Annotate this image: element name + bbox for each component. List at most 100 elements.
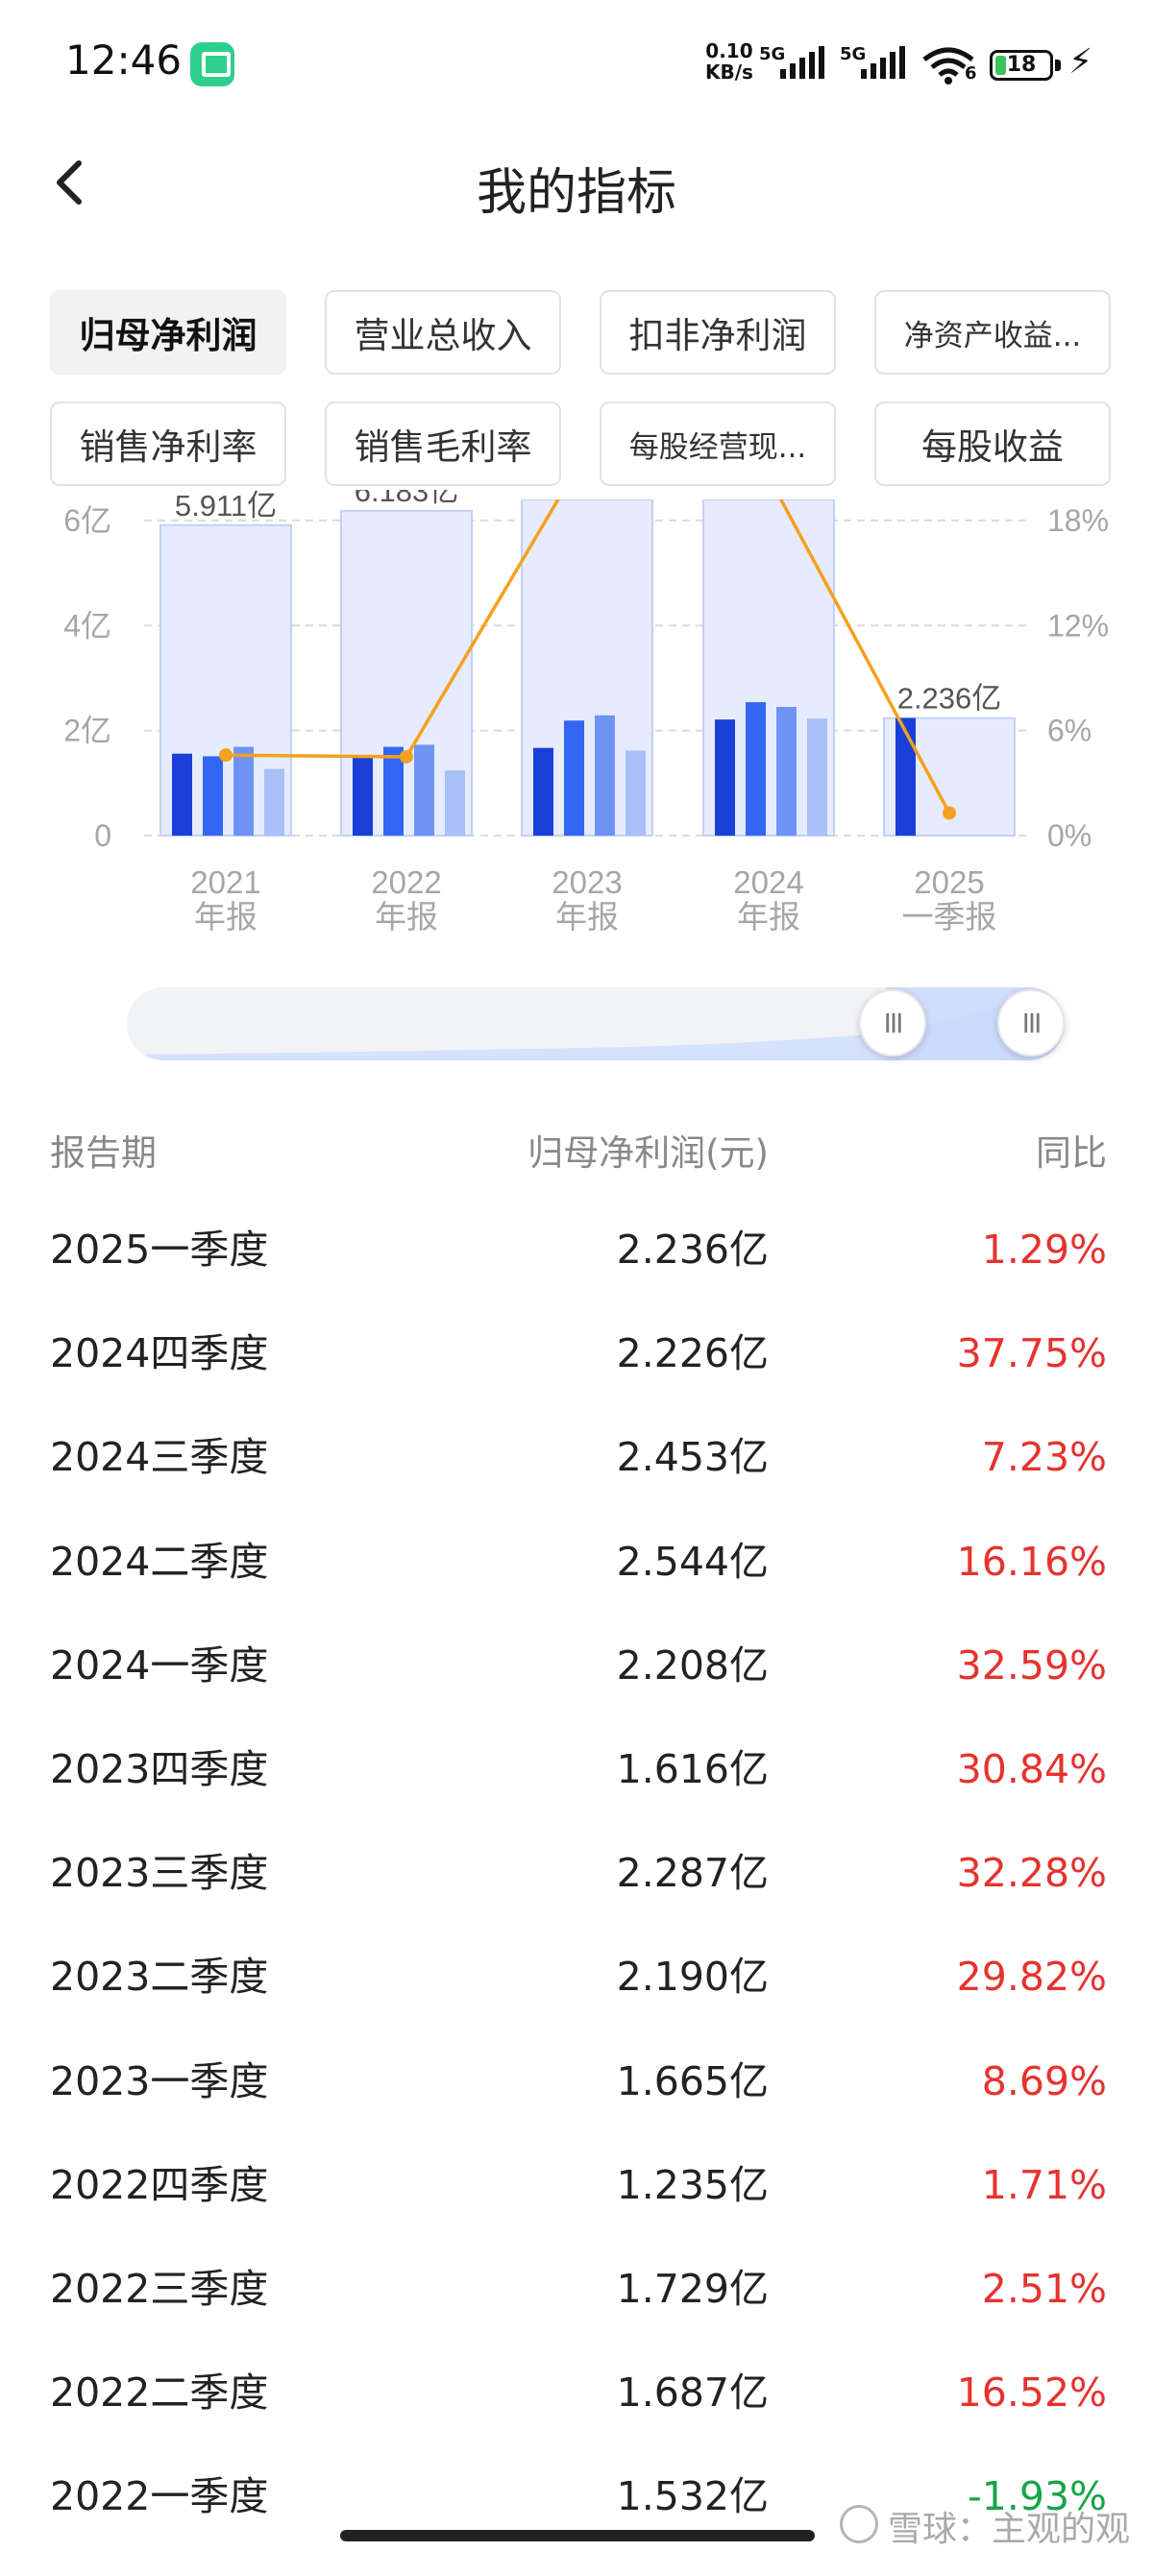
charging-bolt-icon: ⚡ [1068, 42, 1093, 82]
table-row[interactable]: 2023二季度 2.190亿 29.82% [0, 1953, 1153, 2056]
quarterly-bar [533, 747, 553, 836]
quarterly-bar [383, 746, 404, 836]
battery-level: 18 [1006, 53, 1037, 77]
table-row[interactable]: 2022三季度 1.729亿 2.51% [0, 2265, 1153, 2369]
x-tick-label: 2025 [914, 864, 984, 900]
quarterly-bar [807, 718, 827, 836]
row-yoy: 30.84% [956, 1746, 1107, 1792]
table-row[interactable]: 2022一季度 1.532亿 -1.93% [0, 2472, 1153, 2576]
yoy-point [943, 806, 956, 820]
row-value: 1.616亿 [616, 1746, 769, 1792]
x-tick-label: 2022 [371, 864, 441, 900]
row-yoy: 16.52% [956, 2369, 1107, 2417]
x-tick-label: 2023 [552, 864, 622, 900]
quarterly-bar [895, 717, 916, 836]
yoy-point [400, 749, 413, 764]
row-period: 2022四季度 [50, 2161, 269, 2208]
network-speed-value: 0.10 [705, 39, 753, 62]
table-row[interactable]: 2024一季度 2.208亿 32.59% [0, 1641, 1153, 1745]
y-left-tick-label: 0 [94, 818, 111, 853]
quarterly-bar [564, 720, 584, 836]
table-row[interactable]: 2023一季度 1.665亿 8.69% [0, 2057, 1153, 2161]
row-period: 2023四季度 [50, 1746, 269, 1792]
row-value: 2.208亿 [616, 1641, 769, 1689]
row-period: 2024二季度 [50, 1538, 269, 1585]
table-row[interactable]: 2024二季度 2.544亿 16.16% [0, 1538, 1153, 1641]
y-left-tick-label: 2亿 [63, 714, 111, 748]
row-value: 2.190亿 [616, 1954, 769, 2001]
table-row[interactable]: 2024四季度 2.226亿 37.75% [0, 1329, 1153, 1433]
tab-eps[interactable]: 每股收益 [874, 401, 1111, 486]
tab-total-revenue[interactable]: 营业总收入 [325, 290, 561, 375]
range-slider-right-handle[interactable]: III [997, 989, 1065, 1057]
row-value: 2.287亿 [616, 1850, 769, 1897]
tab-roe[interactable]: 净资产收益... [874, 290, 1111, 375]
y-left-tick-label: 4亿 [63, 608, 111, 643]
row-yoy: 37.75% [956, 1330, 1107, 1377]
column-header-value: 归母净利润(元) [527, 1132, 769, 1174]
row-yoy: 32.59% [956, 1641, 1107, 1689]
network-speed-unit: KB/s [705, 61, 753, 84]
row-period: 2024一季度 [50, 1641, 269, 1689]
tab-gross-margin[interactable]: 销售毛利率 [325, 401, 561, 486]
wifi-icon [922, 47, 974, 85]
quarterly-bar [595, 715, 615, 836]
xueqiu-logo-icon [840, 2505, 878, 2543]
tab-deducted-net-profit[interactable]: 扣非净利润 [600, 290, 836, 375]
quarterly-bar [746, 702, 766, 836]
row-value: 1.665亿 [616, 2057, 769, 2104]
range-slider-left-handle[interactable]: III [859, 989, 926, 1057]
table-row[interactable]: 2024三季度 2.453亿 7.23% [0, 1433, 1153, 1537]
quarterly-bar [414, 744, 434, 836]
quarterly-bar [626, 750, 646, 836]
tab-net-profit-margin[interactable]: 销售净利率 [50, 401, 286, 486]
table-row[interactable]: 2022二季度 1.687亿 16.52% [0, 2369, 1153, 2472]
x-tick-label: 年报 [555, 899, 619, 935]
row-period: 2023一季度 [50, 2057, 269, 2104]
row-value: 1.532亿 [616, 2473, 769, 2520]
row-yoy: 32.28% [956, 1850, 1107, 1897]
row-yoy: 7.23% [981, 1434, 1107, 1481]
table-row[interactable]: 2023四季度 1.616亿 30.84% [0, 1745, 1153, 1849]
column-header-period: 报告期 [50, 1132, 157, 1174]
quarterly-bar [264, 768, 284, 836]
annual-bar-label: 2.236亿 [897, 682, 1002, 716]
row-yoy: 29.82% [956, 1954, 1107, 2001]
column-header-yoy: 同比 [1036, 1132, 1107, 1174]
table-row[interactable]: 2023三季度 2.287亿 32.28% [0, 1849, 1153, 1953]
row-period: 2022一季度 [50, 2473, 269, 2520]
row-yoy: -1.93% [967, 2473, 1107, 2520]
tab-operating-cashflow-per-share[interactable]: 每股经营现... [600, 401, 836, 486]
row-yoy: 1.29% [981, 1227, 1107, 1273]
quarterly-bar [203, 756, 223, 836]
sim1-label: 5G [759, 44, 786, 64]
home-indicator[interactable] [340, 2530, 815, 2541]
row-period: 2024三季度 [50, 1434, 269, 1481]
quarterly-bar [715, 719, 735, 836]
sim2-label: 5G [840, 44, 867, 64]
row-period: 2022三季度 [50, 2266, 269, 2312]
back-button[interactable] [42, 154, 100, 211]
quarterly-bar [172, 753, 192, 836]
annual-bar-label: 5.911亿 [175, 490, 277, 522]
wifi-standard-label: 6 [965, 63, 977, 84]
row-yoy: 8.69% [981, 2057, 1107, 2104]
quarterly-bar [233, 746, 254, 836]
row-period: 2025一季度 [50, 1227, 269, 1273]
row-period: 2023二季度 [50, 1954, 269, 2001]
row-yoy: 16.16% [956, 1538, 1107, 1585]
tab-net-profit-attributable[interactable]: 归母净利润 [50, 290, 286, 375]
y-right-tick-label: 12% [1047, 608, 1109, 643]
quarterly-bar [776, 707, 797, 836]
watermark-text: 雪球：主观的观 [888, 2510, 1131, 2549]
row-period: 2022二季度 [50, 2369, 269, 2417]
y-left-tick-label: 6亿 [63, 503, 111, 538]
battery-tip [1055, 60, 1061, 71]
table-row[interactable]: 2025一季度 2.236亿 1.29% [0, 1226, 1153, 1329]
x-tick-label: 年报 [737, 899, 800, 935]
row-period: 2023三季度 [50, 1850, 269, 1897]
row-yoy: 2.51% [981, 2266, 1107, 2312]
table-row[interactable]: 2022四季度 1.235亿 1.71% [0, 2161, 1153, 2265]
row-value: 1.687亿 [616, 2369, 769, 2417]
